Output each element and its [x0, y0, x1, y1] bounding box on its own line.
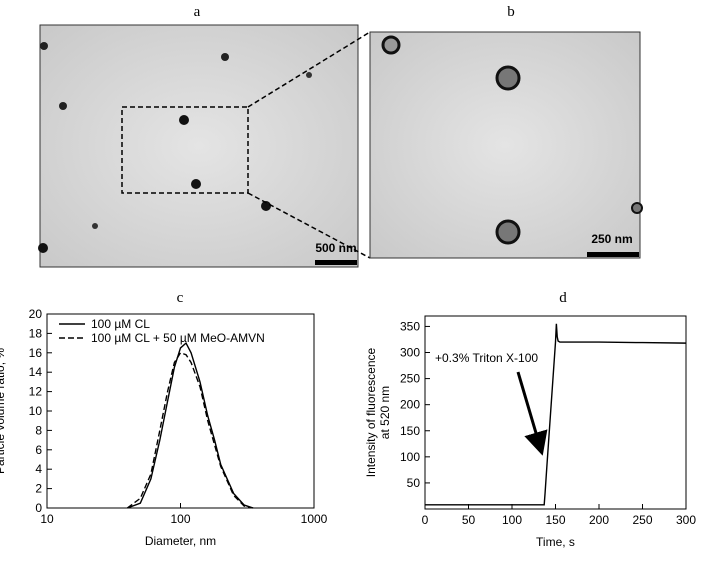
panel-label: b: [507, 4, 515, 20]
zoom-line: [247, 192, 371, 259]
y-tick-label: 150: [400, 424, 420, 438]
scale-label: 500 nm: [315, 241, 356, 255]
x-tick-label: 300: [676, 513, 696, 527]
y-axis-label: at 520 nm: [378, 386, 392, 439]
annotation-arrow: [516, 371, 548, 456]
x-axis-label: Time, s: [536, 535, 575, 549]
annotation: +0.3% Triton X-100: [435, 351, 538, 365]
x-axis-label: Diameter, nm: [145, 534, 216, 548]
legend-label: 100 µM CL: [91, 317, 150, 331]
y-tick-label: 6: [35, 443, 42, 457]
x-tick-label: 100: [170, 512, 190, 526]
y-tick-label: 12: [29, 385, 43, 399]
y-tick-label: 20: [29, 307, 43, 321]
y-tick-label: 350: [400, 319, 420, 333]
y-tick-label: 250: [400, 372, 420, 386]
legend-label: 100 µM CL + 50 µM MeO-AMVN: [91, 331, 265, 345]
x-tick-label: 200: [589, 513, 609, 527]
y-tick-label: 4: [35, 462, 42, 476]
series-line: [425, 323, 687, 506]
y-axis-label: Intensity of fluorescence: [364, 347, 378, 477]
y-tick-label: 100: [400, 450, 420, 464]
y-tick-label: 18: [29, 326, 43, 340]
y-tick-label: 0: [35, 501, 42, 515]
panel-label: d: [559, 290, 567, 306]
y-axis-label: Particle volume ratio, %: [0, 348, 7, 474]
x-tick-label: 10: [40, 512, 54, 526]
x-tick-label: 1000: [301, 512, 328, 526]
series-line: [127, 341, 254, 509]
y-tick-label: 300: [400, 346, 420, 360]
y-tick-label: 10: [29, 404, 43, 418]
x-tick-label: 50: [462, 513, 476, 527]
y-tick-label: 14: [29, 365, 43, 379]
micrograph-b: 250 nm: [369, 31, 643, 259]
y-tick-label: 2: [35, 482, 42, 496]
x-tick-label: 0: [422, 513, 429, 527]
scale-label: 250 nm: [591, 232, 632, 246]
x-tick-label: 100: [502, 513, 522, 527]
y-tick-label: 200: [400, 398, 420, 412]
panel-label: a: [194, 4, 201, 20]
x-tick-label: 250: [632, 513, 652, 527]
y-tick-label: 8: [35, 423, 42, 437]
y-tick-label: 50: [407, 476, 421, 490]
micrograph-a: 500 nm: [38, 24, 359, 268]
x-tick-label: 150: [545, 513, 565, 527]
panel-label: c: [177, 290, 184, 306]
series-line: [126, 351, 254, 509]
y-tick-label: 16: [29, 346, 43, 360]
